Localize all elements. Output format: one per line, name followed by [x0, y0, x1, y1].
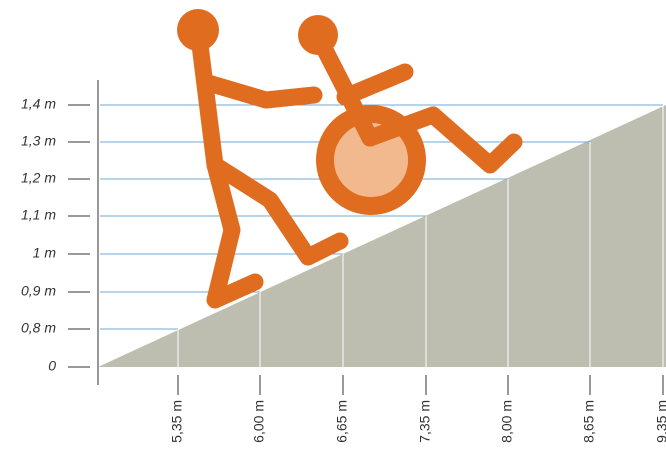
y-label: 1,2 m [21, 170, 56, 186]
arm [205, 82, 314, 100]
y-label: 1,1 m [21, 207, 56, 223]
x-label: 5,35 m [169, 400, 185, 443]
y-label: 0,9 m [21, 283, 56, 299]
x-label: 8,65 m [581, 400, 597, 443]
wheelchair-figure [298, 15, 514, 206]
y-label: 0 [48, 358, 56, 374]
x-label: 7,35 m [417, 400, 433, 443]
y-label: 1 m [33, 245, 57, 261]
y-label: 1,4 m [21, 96, 56, 112]
y-label: 1,3 m [21, 133, 56, 149]
arm [345, 72, 405, 97]
page: {"y_labels": ["0", "0,8 m", "0,9 m", "1 … [0, 0, 666, 459]
y-label: 0,8 m [21, 320, 56, 336]
x-label: 9,35 m [654, 400, 666, 443]
x-label: 6,65 m [334, 400, 350, 443]
ramp-diagram: 0 0,8 m 0,9 m 1 m 1,1 m 1,2 m 1,3 m 1,4 m 5,35 m… [0, 0, 666, 459]
x-label: 8,00 m [499, 400, 515, 443]
x-label: 6,00 m [251, 400, 267, 443]
